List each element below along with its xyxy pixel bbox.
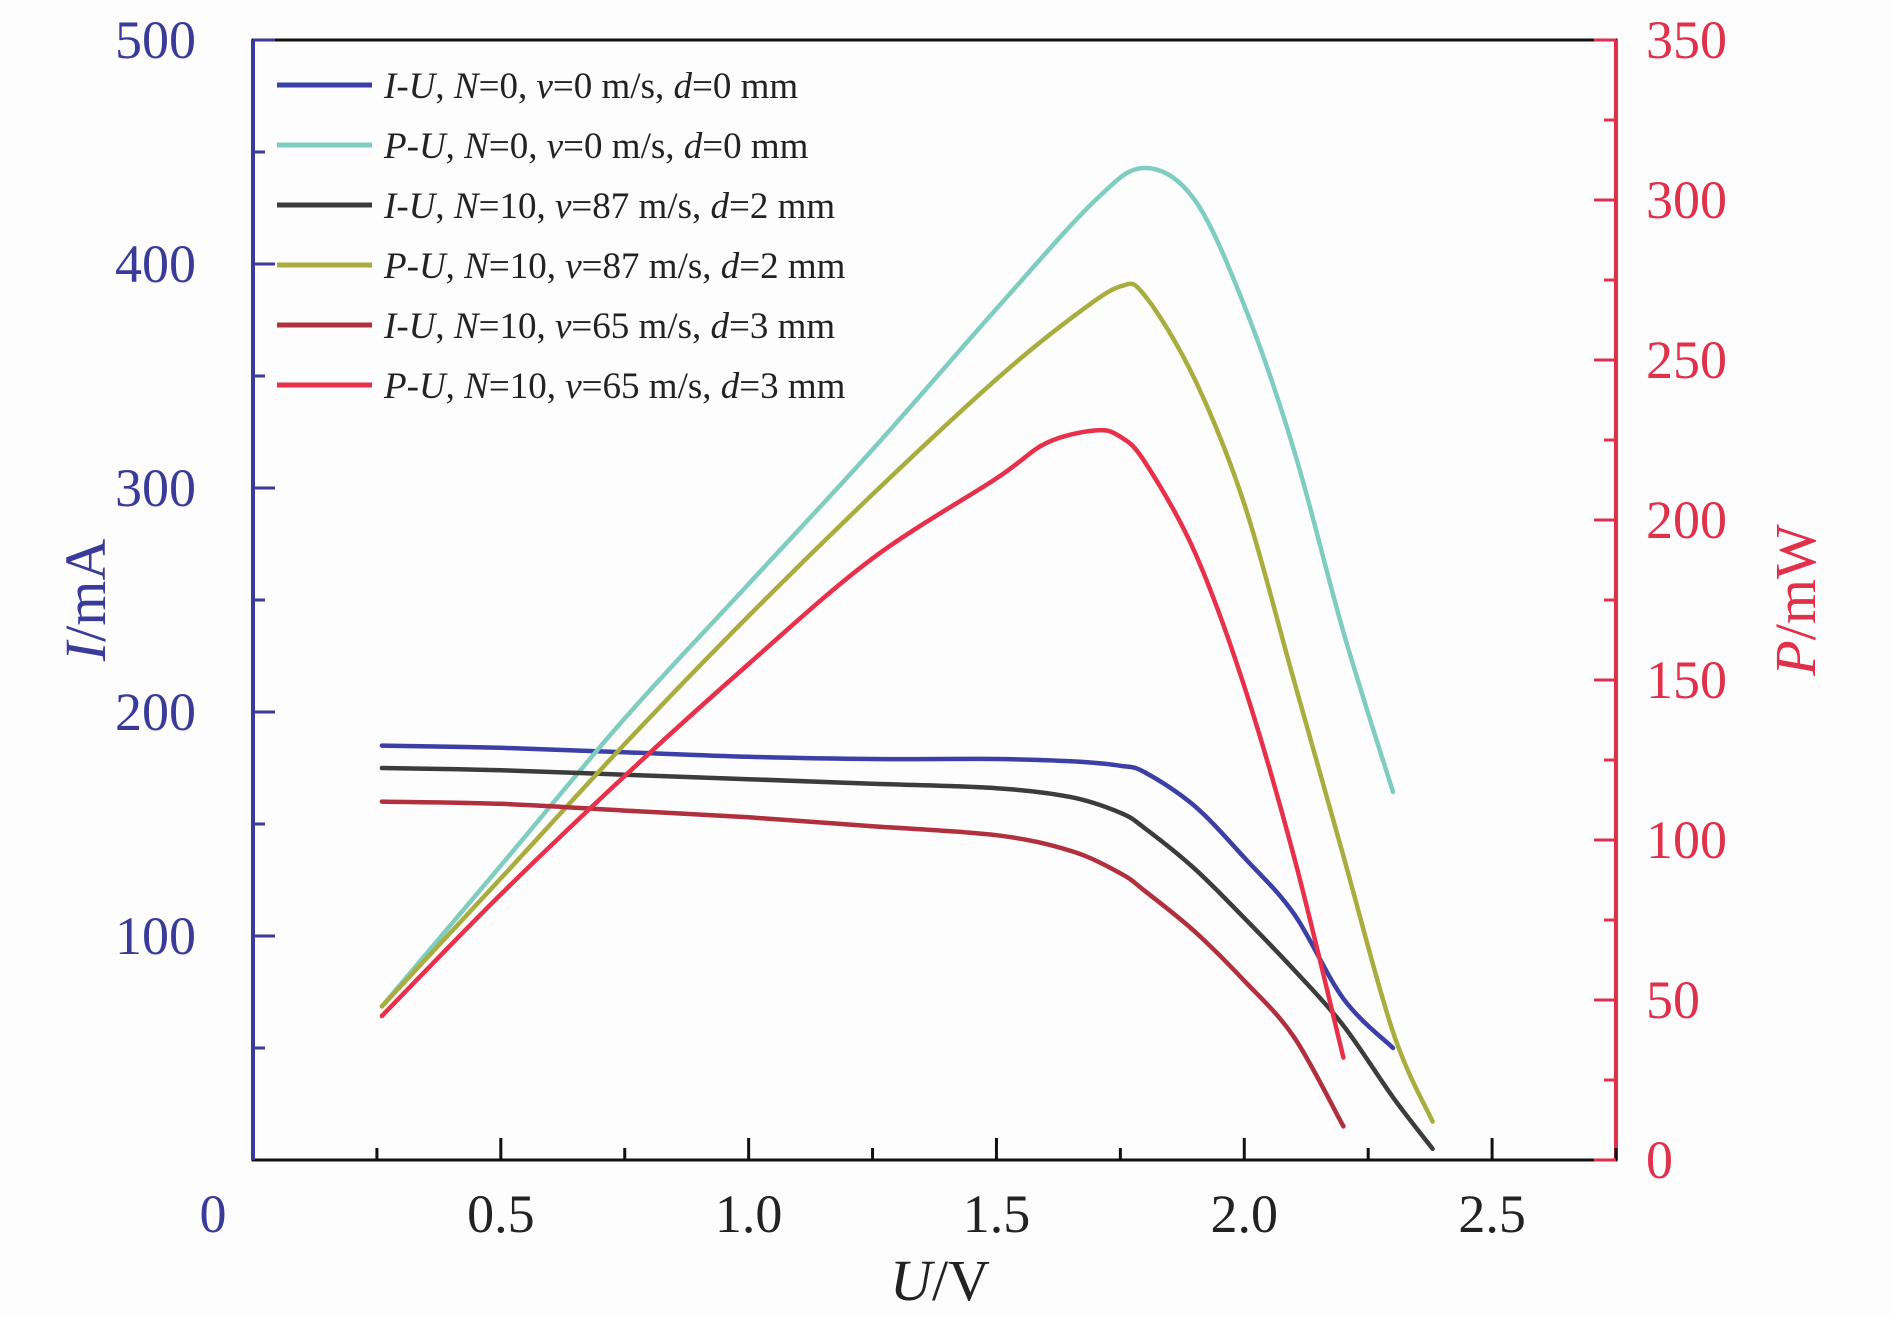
y-right-tick-label: 0 [1646,1130,1673,1190]
x-tick-label: 2.0 [1211,1184,1279,1244]
series-line-3 [379,765,1435,1152]
y-right-tick-label: 250 [1646,330,1727,390]
legend-entry: P-U, N=10, v=87 m/s, d=2 mm [277,246,846,287]
legend-entry: I-U, N=0, v=0 m/s, d=0 mm [277,66,798,107]
legend-label: I-U, N=0, v=0 m/s, d=0 mm [383,66,798,107]
y-right-tick-label: 350 [1646,10,1727,70]
x-axis-title: U/V [890,1248,990,1313]
y-left-axis-title: I/mA [53,539,118,663]
legend-label: I-U, N=10, v=87 m/s, d=2 mm [383,186,835,227]
y-right-tick-label: 50 [1646,970,1700,1030]
legend-label: P-U, N=10, v=87 m/s, d=2 mm [383,246,846,287]
y-left-tick-label: 100 [115,906,196,966]
legend-entry: P-U, N=0, v=0 m/s, d=0 mm [277,126,809,167]
series-line-2 [379,165,1396,1009]
y-right-tick-label: 200 [1646,490,1727,550]
series-line-5 [379,799,1346,1129]
y-right-tick-label: 300 [1646,170,1727,230]
y-right-axis-title: P/mW [1763,524,1828,677]
legend-entry: I-U, N=10, v=87 m/s, d=2 mm [277,186,835,227]
legend-label: P-U, N=10, v=65 m/s, d=3 mm [383,366,846,407]
series-layer [379,165,1435,1152]
y-left-tick-label: 500 [115,10,196,70]
legend-entry: P-U, N=10, v=65 m/s, d=3 mm [277,366,846,407]
x-tick-label: 1.5 [963,1184,1031,1244]
x-tick-label: 2.5 [1458,1184,1526,1244]
legend-entry: I-U, N=10, v=65 m/s, d=3 mm [277,306,835,347]
y-left-tick-label: 400 [115,234,196,294]
legend-label: I-U, N=10, v=65 m/s, d=3 mm [383,306,835,347]
y-left-tick-label: 300 [115,458,196,518]
series-line-1 [379,743,1396,1051]
legend-label: P-U, N=0, v=0 m/s, d=0 mm [383,126,809,167]
legend: I-U, N=0, v=0 m/s, d=0 mm P-U, N=0, v=0 m… [277,66,846,407]
y-left-tick-label: 0 [200,1184,227,1244]
series-line-4 [379,281,1435,1124]
y-left-tick-label: 200 [115,682,196,742]
x-tick-label: 1.0 [715,1184,783,1244]
y-right-tick-label: 150 [1646,650,1727,710]
series-line-6 [379,427,1346,1060]
ticks-layer: 0.5 1.0 1.5 2.0 2.5 0 100 200 300 400 500 0 50 100 150… [115,10,1727,1244]
y-right-tick-label: 100 [1646,810,1727,870]
x-tick-label: 0.5 [467,1184,535,1244]
